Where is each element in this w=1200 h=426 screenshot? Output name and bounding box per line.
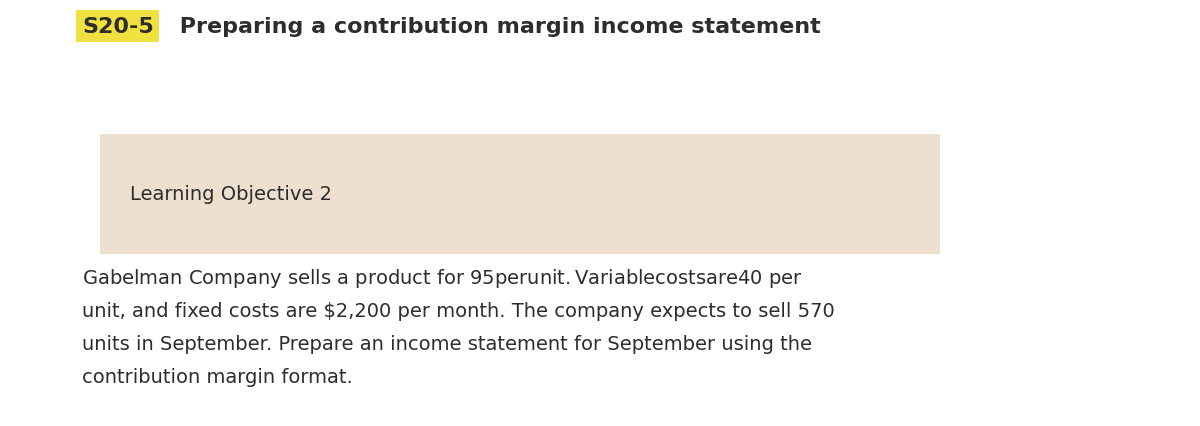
Text: Preparing a contribution margin income statement: Preparing a contribution margin income s… — [172, 17, 821, 37]
Text: contribution margin format.: contribution margin format. — [82, 368, 353, 386]
FancyBboxPatch shape — [100, 135, 940, 254]
Text: Gabelman Company sells a product for $95 per unit. Variable costs are $40 per: Gabelman Company sells a product for $95… — [82, 267, 803, 290]
Text: S20-5: S20-5 — [82, 17, 154, 37]
Text: unit, and fixed costs are $2,200 per month. The company expects to sell 570: unit, and fixed costs are $2,200 per mon… — [82, 302, 835, 321]
Text: Learning Objective 2: Learning Objective 2 — [130, 185, 332, 204]
Text: units in September. Prepare an income statement for September using the: units in September. Prepare an income st… — [82, 335, 812, 354]
